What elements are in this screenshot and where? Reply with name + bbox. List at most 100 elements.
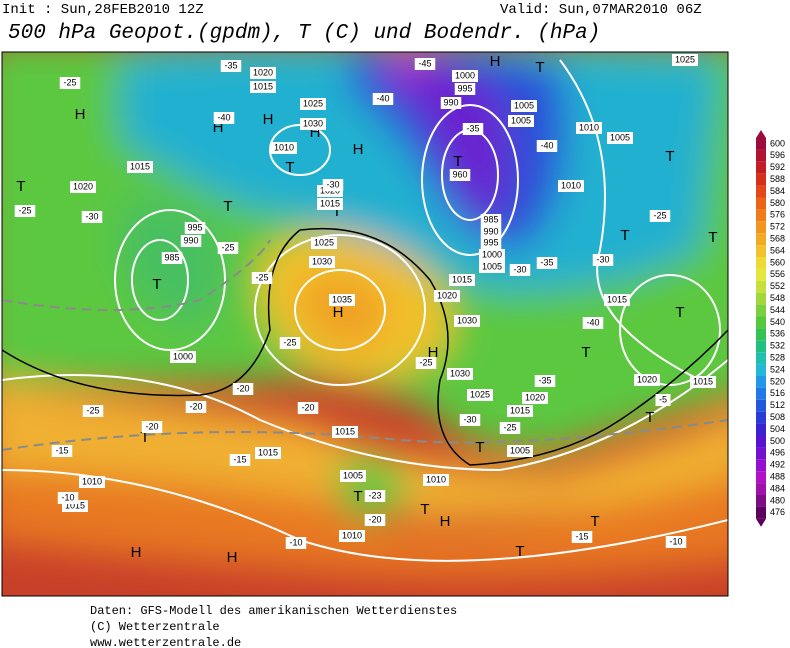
colorbar-label: 576 (770, 210, 785, 220)
label-box (507, 405, 533, 417)
label-box (170, 351, 196, 363)
pressure-label: 1030 (312, 256, 332, 266)
label-box (454, 315, 480, 327)
low-marker: T (645, 409, 654, 426)
colorbar-label: 540 (770, 317, 785, 327)
label-box (220, 60, 242, 72)
label-box (462, 123, 484, 135)
colorbar-cell (756, 447, 766, 460)
colorbar-label: 528 (770, 353, 785, 363)
label-box (271, 142, 297, 154)
label-box (372, 93, 394, 105)
pressure-label: 1020 (525, 392, 545, 402)
label-box (536, 140, 558, 152)
label-box (509, 264, 531, 276)
colorbar-label: 520 (770, 376, 785, 386)
footer-source: Daten: GFS-Modell des amerikanischen Wet… (90, 604, 457, 618)
label-box (300, 118, 326, 130)
pressure-label: 1030 (303, 118, 323, 128)
colorbar-cell (756, 316, 766, 329)
colorbar-label: 588 (770, 174, 785, 184)
pressure-label: 1005 (511, 115, 531, 125)
temperature-label: -35 (538, 375, 551, 385)
colorbar-label: 592 (770, 162, 785, 172)
label-box (51, 445, 73, 457)
label-box (213, 112, 235, 124)
temperature-label: -35 (540, 257, 553, 267)
pressure-label: 985 (164, 252, 179, 262)
colorbar-cell (756, 483, 766, 495)
label-box (14, 205, 36, 217)
colorbar-label: 600 (770, 138, 785, 148)
pressure-label: 995 (187, 222, 202, 232)
colorbar-label: 568 (770, 234, 785, 244)
pressure-label: 1005 (514, 100, 534, 110)
temperature-label: -30 (326, 179, 339, 189)
colorbar-label: 484 (770, 483, 785, 493)
label-box (285, 537, 307, 549)
temperature-label: -25 (18, 205, 31, 215)
label-box (250, 67, 276, 79)
pressure-label: 1015 (335, 426, 355, 436)
high-marker: H (353, 141, 364, 158)
pressure-label: 1010 (561, 180, 581, 190)
pressure-label: 995 (457, 83, 472, 93)
colorbar-cell (756, 411, 766, 424)
label-box (452, 70, 478, 82)
label-box (434, 290, 460, 302)
temperature-label: -20 (236, 383, 249, 393)
colorbar-label: 580 (770, 198, 785, 208)
temperature-label: -25 (653, 210, 666, 220)
colorbar-label: 556 (770, 269, 785, 279)
high-marker: H (428, 344, 439, 361)
colorbar-cell (756, 233, 766, 246)
init-time: Init : Sun,28FEB2010 12Z (2, 2, 204, 18)
pressure-label: 1015 (258, 447, 278, 457)
label-box (582, 317, 604, 329)
label-box (329, 294, 355, 306)
colorbar-label: 504 (770, 424, 785, 434)
colorbar-cell (756, 280, 766, 293)
temperature-label: -25 (419, 357, 432, 367)
label-box (250, 81, 276, 93)
colorbar-label: 536 (770, 329, 785, 339)
label-box (534, 375, 556, 387)
map-title: 500 hPa Geopot.(gpdm), T (C) und Bodendr… (8, 22, 600, 45)
colorbar-label: 564 (770, 245, 785, 255)
map-frame (1, 51, 729, 597)
label-box (604, 294, 630, 306)
pressure-label: 1015 (607, 294, 627, 304)
label-box (459, 414, 481, 426)
low-marker: T (453, 153, 462, 170)
pressure-label: 1020 (437, 290, 457, 300)
label-box (480, 237, 502, 249)
label-box (300, 98, 326, 110)
label-box (340, 470, 366, 482)
pressure-label: 1005 (343, 470, 363, 480)
label-box (364, 490, 386, 502)
colorbar-cell (756, 209, 766, 222)
label-box (467, 389, 493, 401)
label-box (297, 402, 319, 414)
label-box (309, 256, 335, 268)
high-marker: H (310, 124, 321, 141)
temperature-label: -15 (575, 531, 588, 541)
footer-copyright: (C) Wetterzentrale (90, 620, 220, 634)
temperature-label: -10 (669, 536, 682, 546)
label-box (558, 180, 584, 192)
label-box (70, 181, 96, 193)
label-box (571, 531, 593, 543)
temperature-label: -23 (368, 490, 381, 500)
temperature-label: -40 (540, 140, 553, 150)
pressure-label: 1010 (579, 122, 599, 132)
low-marker: T (475, 439, 484, 456)
temperature-label: -10 (61, 492, 74, 502)
colorbar-label: 496 (770, 448, 785, 458)
pressure-label: 1025 (314, 237, 334, 247)
colorbar-cell (756, 197, 766, 210)
label-box (655, 394, 671, 406)
pressure-label: 995 (483, 237, 498, 247)
label-box (634, 374, 660, 386)
